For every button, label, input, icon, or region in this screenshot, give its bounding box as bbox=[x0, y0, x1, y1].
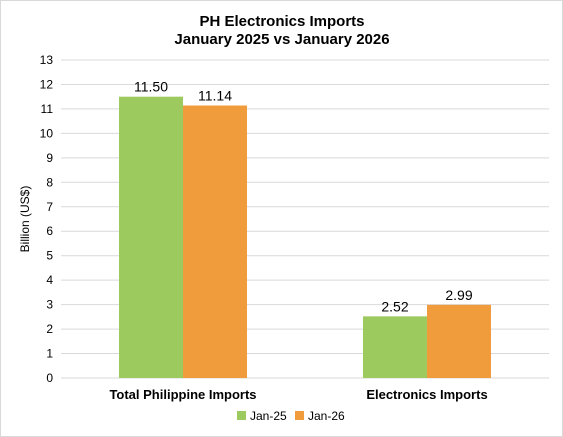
data-labels: 11.50 11.14 2.52 2.99 bbox=[134, 79, 473, 315]
category-labels: Total Philippine Imports Electronics Impo… bbox=[109, 387, 487, 402]
category-label: Total Philippine Imports bbox=[109, 387, 256, 402]
y-axis-title: Billion (US$) bbox=[18, 186, 32, 253]
legend-label-jan-26: Jan-26 bbox=[308, 409, 345, 423]
bar-jan-25-1 bbox=[119, 96, 183, 378]
legend-label-jan-25: Jan-25 bbox=[250, 409, 287, 423]
legend-swatch-jan-25 bbox=[237, 411, 246, 420]
y-tick-label: 4 bbox=[46, 273, 53, 287]
category-label: Electronics Imports bbox=[366, 387, 487, 402]
data-label: 2.52 bbox=[381, 298, 408, 314]
y-tick-label: 6 bbox=[46, 224, 53, 238]
legend-swatch-jan-26 bbox=[295, 411, 304, 420]
y-tick-label: 13 bbox=[40, 53, 54, 67]
y-tick-label: 12 bbox=[40, 77, 54, 91]
bar-jan-26-2 bbox=[427, 304, 491, 378]
chart-title-line-2: January 2025 vs January 2026 bbox=[174, 31, 389, 48]
data-label: 2.99 bbox=[445, 287, 472, 303]
chart-title-line-1: PH Electronics Imports bbox=[199, 13, 364, 30]
y-tick-label: 3 bbox=[46, 298, 53, 312]
y-tick-label: 11 bbox=[41, 102, 54, 116]
y-tick-label: 1 bbox=[46, 347, 53, 361]
data-label: 11.50 bbox=[134, 79, 168, 95]
y-tick-label: 10 bbox=[40, 126, 54, 140]
y-tick-label: 0 bbox=[46, 371, 53, 385]
bar-jan-25-2 bbox=[363, 316, 427, 378]
y-tick-label: 8 bbox=[46, 175, 53, 189]
y-tick-label: 9 bbox=[46, 151, 53, 165]
data-label: 11.14 bbox=[198, 87, 232, 103]
bar-jan-26-1 bbox=[183, 105, 247, 378]
bars bbox=[119, 96, 491, 378]
y-tick-label: 7 bbox=[46, 200, 53, 214]
y-tick-label: 5 bbox=[46, 249, 53, 263]
legend: Jan-25 Jan-26 bbox=[237, 409, 345, 423]
y-tick-label: 2 bbox=[46, 322, 53, 336]
